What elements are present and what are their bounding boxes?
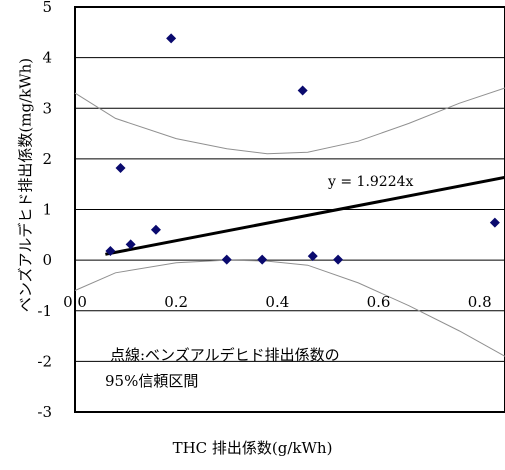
x-tick-label: 0.0 (63, 293, 87, 311)
y-tick-labels: 5 4 3 2 1 0 -1 -2 -3 (37, 0, 52, 421)
data-point (125, 239, 136, 250)
data-point (221, 254, 232, 265)
y-tick-label: 5 (42, 0, 52, 16)
data-point (166, 33, 177, 44)
confidence-band-upper (74, 87, 505, 155)
confidence-band-lower (74, 259, 505, 357)
data-point (297, 85, 308, 96)
data-point (307, 251, 318, 262)
data-point (115, 162, 126, 173)
data-point (150, 224, 161, 235)
x-tick-labels: 0.0 0.2 0.4 0.6 0.8 (63, 293, 492, 311)
y-tick-label: 3 (42, 99, 52, 117)
y-tick-label: 2 (42, 150, 52, 168)
x-tick-label: 0.2 (164, 293, 188, 311)
trendline (105, 175, 505, 256)
confidence-band-layer (74, 87, 505, 357)
y-tick-label: 0 (42, 251, 52, 269)
annotation-line-1: 点線:ベンズアルデヒド排出係数の (110, 346, 340, 364)
y-tick-label: -2 (37, 352, 52, 370)
data-points-layer (105, 33, 500, 265)
annotation-line-2: 95%信頼区間 (105, 372, 198, 390)
x-tick-label: 0.4 (265, 293, 289, 311)
x-tick-label: 0.6 (367, 293, 391, 311)
trendline-equation: y = 1.9224x (327, 174, 414, 190)
grid-layer (75, 57, 505, 362)
x-axis-label: THC 排出係数(g/kWh) (172, 439, 333, 457)
y-tick-label: 1 (42, 201, 52, 219)
y-tick-label: 4 (42, 49, 52, 67)
y-tick-label: -1 (37, 302, 52, 320)
x-tick-label: 0.8 (468, 293, 492, 311)
y-tick-label: -3 (37, 403, 52, 421)
data-point (333, 254, 344, 265)
data-point (257, 254, 268, 265)
data-point (489, 217, 500, 228)
trendline-layer (105, 175, 505, 256)
y-axis-label: ベンズアルデヒド排出係数(mg/kWh) (16, 57, 35, 313)
data-point (105, 246, 116, 257)
